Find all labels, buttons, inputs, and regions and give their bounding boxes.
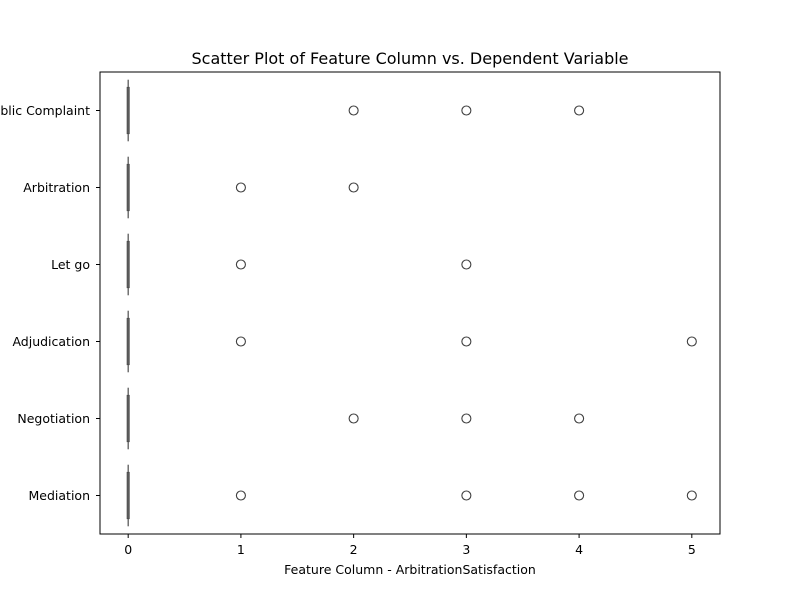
x-tick-label: 0 (124, 542, 132, 557)
outlier-point (348, 182, 359, 193)
x-tick-label: 3 (462, 542, 470, 557)
x-axis-label: Feature Column - ArbitrationSatisfaction (284, 562, 536, 577)
outlier-point (461, 490, 472, 501)
y-tick-label: Negotiation (17, 411, 90, 426)
outlier-point (235, 490, 246, 501)
y-tick-label: Mediation (29, 488, 91, 503)
x-tick-label: 2 (350, 542, 358, 557)
y-tick-label: Public Complaint (0, 103, 90, 118)
outlier-point (461, 259, 472, 270)
box-body (126, 471, 130, 520)
outlier-point (686, 490, 697, 501)
box-body (126, 240, 130, 289)
outlier-point (235, 259, 246, 270)
outlier-point (574, 105, 585, 116)
outlier-point (348, 105, 359, 116)
box-body (126, 317, 130, 366)
outlier-point (686, 336, 697, 347)
x-tick-label: 5 (688, 542, 696, 557)
outlier-point (235, 182, 246, 193)
box-body (126, 394, 130, 443)
x-tick-label: 4 (575, 542, 583, 557)
chart-marks: Public Complaint Arbitration Let go Adjudic… (0, 79, 697, 557)
outlier-point (235, 336, 246, 347)
outlier-point (348, 413, 359, 424)
y-tick-label: Adjudication (12, 334, 90, 349)
box-body (126, 163, 130, 212)
outlier-point (461, 413, 472, 424)
box-body (126, 86, 130, 135)
outlier-point (574, 490, 585, 501)
x-tick-label: 1 (237, 542, 245, 557)
y-tick-label: Let go (51, 257, 90, 272)
outlier-point (461, 105, 472, 116)
chart-title: Scatter Plot of Feature Column vs. Depen… (191, 49, 628, 68)
outlier-point (461, 336, 472, 347)
outlier-point (574, 413, 585, 424)
y-tick-label: Arbitration (23, 180, 90, 195)
plot-area-frame (99, 71, 721, 535)
